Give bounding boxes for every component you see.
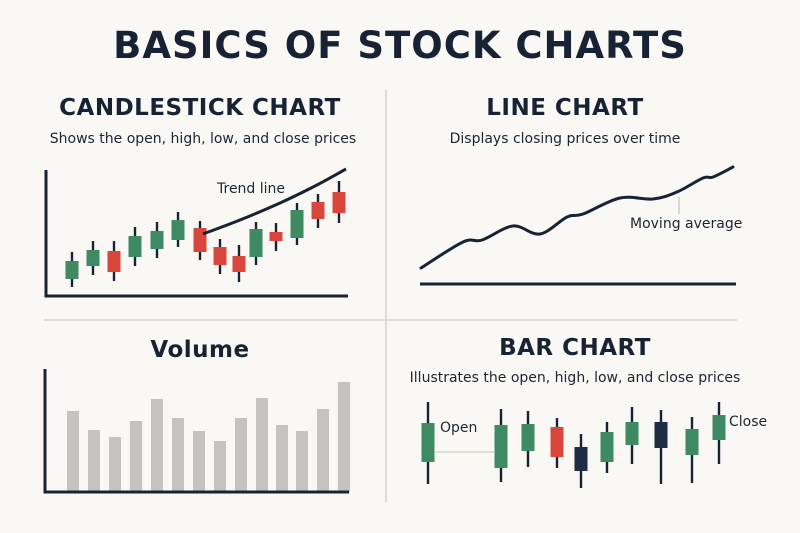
candle-body bbox=[150, 231, 164, 249]
volume-axes bbox=[43, 369, 349, 494]
ohlc-bar bbox=[421, 402, 435, 484]
candle-body bbox=[574, 447, 588, 471]
ohlc-bar bbox=[574, 434, 588, 488]
candle-body bbox=[311, 202, 325, 219]
volume-chart bbox=[43, 369, 350, 494]
candle-body bbox=[213, 247, 227, 265]
candle-body bbox=[193, 228, 207, 252]
candle-body bbox=[171, 220, 185, 240]
moving-average-label: Moving average bbox=[630, 216, 742, 232]
candle-body bbox=[521, 424, 535, 451]
volume-bar bbox=[88, 430, 100, 492]
candle-body bbox=[232, 256, 246, 272]
candle-body bbox=[712, 415, 726, 440]
candle bbox=[311, 194, 325, 228]
candle-body bbox=[494, 425, 508, 468]
line-chart-subtitle: Displays closing prices over time bbox=[449, 131, 681, 147]
volume-bar bbox=[338, 382, 350, 492]
close-label: Close bbox=[729, 414, 767, 430]
volume-bar bbox=[130, 421, 142, 492]
candle bbox=[171, 212, 185, 247]
bar-chart-subtitle: Illustrates the open, high, low, and clo… bbox=[409, 370, 741, 386]
candle-body bbox=[290, 210, 304, 238]
candle-body bbox=[421, 423, 435, 462]
candle bbox=[290, 203, 304, 245]
candle-body bbox=[600, 432, 614, 462]
candle bbox=[65, 252, 79, 287]
candle-body bbox=[550, 427, 564, 457]
ohlc-bar bbox=[685, 417, 699, 483]
candle bbox=[213, 239, 227, 274]
candle bbox=[249, 222, 263, 265]
ohlc-bar bbox=[550, 418, 564, 468]
candle bbox=[269, 223, 283, 251]
ohlc-bar-chart: Open Close bbox=[421, 402, 767, 488]
open-label: Open bbox=[440, 420, 477, 436]
candlestick-axes bbox=[44, 170, 348, 298]
volume-bar bbox=[276, 425, 288, 492]
volume-bars bbox=[67, 382, 350, 492]
candle-body bbox=[86, 250, 100, 266]
trend-line bbox=[202, 167, 347, 236]
ohlc-bar bbox=[600, 422, 614, 473]
candle-body bbox=[249, 229, 263, 257]
candle bbox=[128, 227, 142, 266]
candle bbox=[86, 241, 100, 275]
candle bbox=[332, 181, 346, 223]
candle bbox=[107, 241, 121, 281]
volume-bar bbox=[317, 409, 329, 492]
candle-body bbox=[625, 422, 639, 445]
candlestick-chart: Trend line bbox=[44, 167, 348, 298]
candle-body bbox=[685, 429, 699, 455]
ohlc-bars bbox=[421, 402, 726, 488]
volume-bar bbox=[214, 441, 226, 492]
line-chart: Moving average bbox=[419, 165, 742, 286]
ohlc-bar bbox=[625, 407, 639, 464]
main-title: BASICS OF STOCK CHARTS bbox=[113, 24, 687, 67]
volume-bar bbox=[296, 431, 308, 492]
ohlc-bar bbox=[712, 402, 726, 464]
candle-body bbox=[65, 261, 79, 279]
candle-body bbox=[128, 236, 142, 257]
candlestick-subtitle: Shows the open, high, low, and close pri… bbox=[49, 131, 357, 147]
volume-bar bbox=[172, 418, 184, 492]
candle bbox=[193, 221, 207, 260]
volume-bar bbox=[67, 411, 79, 492]
candle-body bbox=[332, 192, 346, 213]
ohlc-bar bbox=[654, 410, 668, 484]
volume-bar bbox=[235, 418, 247, 492]
candlestick-title: CANDLESTICK CHART bbox=[59, 95, 341, 121]
volume-bar bbox=[109, 437, 121, 492]
price-line bbox=[419, 165, 735, 270]
line-chart-title: LINE CHART bbox=[486, 95, 644, 121]
volume-bar bbox=[193, 431, 205, 492]
bar-chart-title: BAR CHART bbox=[499, 335, 651, 361]
ohlc-bar bbox=[521, 411, 535, 467]
candle-body bbox=[654, 422, 668, 448]
ohlc-bar bbox=[494, 409, 508, 482]
candle bbox=[232, 245, 246, 282]
candle-body bbox=[269, 232, 283, 241]
volume-title: Volume bbox=[150, 337, 250, 363]
candle-body bbox=[107, 251, 121, 272]
volume-bar bbox=[256, 398, 268, 492]
trend-line-label: Trend line bbox=[216, 181, 285, 197]
volume-bar bbox=[151, 399, 163, 492]
candle bbox=[150, 222, 164, 258]
